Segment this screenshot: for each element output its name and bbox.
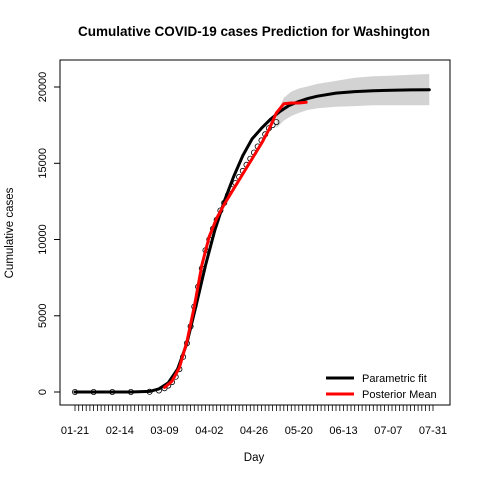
- y-axis-label: Cumulative cases: [4, 187, 16, 278]
- plot-frame: [59, 59, 451, 406]
- x-tick-label: 02-14: [106, 425, 134, 437]
- parametric-fit-line: [73, 88, 431, 394]
- confidence-band-layer: [276, 74, 430, 129]
- x-tick-label: 03-09: [150, 425, 178, 437]
- y-tick-label: 15000: [37, 148, 49, 179]
- y-axis: 0 5000 10000 15000 20000: [37, 72, 61, 395]
- y-tick-label: 20000: [37, 72, 49, 103]
- x-tick-label: 04-02: [195, 425, 223, 437]
- y-tick-label: 0: [37, 389, 49, 395]
- posterior-mean-line: [163, 100, 308, 389]
- chart-title: Cumulative COVID-19 cases Prediction for…: [78, 24, 430, 39]
- observed-points-layer: [72, 119, 280, 395]
- confidence-band: [276, 74, 430, 129]
- legend-label-parametric: Parametric fit: [362, 373, 427, 385]
- legend-label-posterior: Posterior Mean: [362, 389, 437, 401]
- x-tick-label: 05-20: [285, 425, 313, 437]
- x-tick-label: 07-07: [374, 425, 402, 437]
- x-tick-label: 01-21: [61, 425, 89, 437]
- x-tick-label: 04-26: [240, 425, 268, 437]
- x-axis-label: Day: [244, 452, 265, 464]
- y-tick-label: 10000: [37, 224, 49, 255]
- x-axis: 01-21 02-14 03-09 04-02 04-26 05-20 06-13 07-07…: [61, 404, 447, 437]
- legend: Parametric fit Posterior Mean: [326, 373, 437, 401]
- x-tick-label: 07-31: [419, 425, 447, 437]
- y-tick-label: 5000: [37, 304, 49, 328]
- series-layer: [73, 88, 431, 394]
- x-tick-label: 06-13: [329, 425, 357, 437]
